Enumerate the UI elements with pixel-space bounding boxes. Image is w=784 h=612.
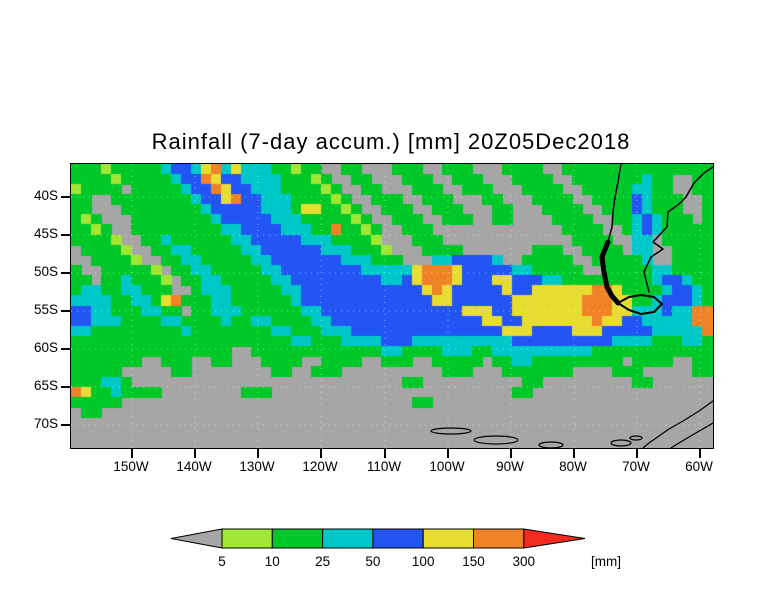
y-axis-label: 50S — [16, 264, 58, 279]
y-axis-tick — [61, 310, 70, 312]
colorbar-segment — [423, 529, 473, 548]
x-axis-label: 70W — [608, 459, 664, 474]
x-axis-label: 140W — [166, 459, 222, 474]
y-axis-tick — [61, 424, 70, 426]
island-outline — [431, 428, 471, 434]
colorbar-label: 25 — [315, 554, 330, 569]
x-axis-label: 130W — [229, 459, 285, 474]
island-outline — [630, 436, 642, 440]
x-axis-tick — [573, 449, 575, 458]
y-axis-label: 45S — [16, 226, 58, 241]
y-axis-tick — [61, 348, 70, 350]
rainfall-map-page: Rainfall (7-day accum.) [mm] 20Z05Dec201… — [0, 0, 784, 612]
y-axis-tick — [61, 196, 70, 198]
x-axis-label: 120W — [292, 459, 348, 474]
x-axis-label: 150W — [103, 459, 159, 474]
x-axis-tick — [320, 449, 322, 458]
antarctic-peninsula-inner-coastline — [671, 423, 713, 448]
x-axis-label: 80W — [545, 459, 601, 474]
colorbar-right-arrow — [524, 529, 585, 548]
island-outline — [539, 442, 563, 448]
x-axis-tick — [699, 449, 701, 458]
y-axis-tick — [61, 272, 70, 274]
x-axis-label: 100W — [419, 459, 475, 474]
colorbar-left-arrow — [171, 529, 222, 548]
x-axis-tick — [384, 449, 386, 458]
x-axis-tick — [636, 449, 638, 458]
colorbar-label: 10 — [265, 554, 280, 569]
x-axis-tick — [194, 449, 196, 458]
map-plot-area — [70, 163, 714, 449]
colorbar-label: 5 — [218, 554, 226, 569]
tierra-del-fuego-coastline — [618, 295, 662, 314]
colorbar-label: 100 — [412, 554, 435, 569]
y-axis-label: 40S — [16, 188, 58, 203]
colorbar: 5 10 25 50 100 150 300 [mm] — [160, 521, 640, 579]
colorbar-segment — [474, 529, 524, 548]
colorbar-segment — [323, 529, 373, 548]
y-axis-label: 55S — [16, 302, 58, 317]
colorbar-unit-label: [mm] — [591, 554, 621, 569]
colorbar-label: 150 — [462, 554, 485, 569]
colorbar-segment — [272, 529, 322, 548]
y-axis-tick — [61, 234, 70, 236]
chart-title: Rainfall (7-day accum.) [mm] 20Z05Dec201… — [70, 129, 712, 155]
x-axis-label: 60W — [671, 459, 727, 474]
x-axis-tick — [510, 449, 512, 458]
x-axis-tick — [257, 449, 259, 458]
y-axis-tick — [61, 386, 70, 388]
patagonia-fjords-coastline — [602, 242, 618, 303]
colorbar-segment — [373, 529, 423, 548]
y-axis-label: 70S — [16, 416, 58, 431]
south-america-east-coast-coastline — [644, 167, 713, 292]
y-axis-label: 65S — [16, 378, 58, 393]
map-overlay-svg — [71, 164, 713, 448]
colorbar-label: 50 — [365, 554, 380, 569]
y-axis-label: 60S — [16, 340, 58, 355]
x-axis-tick — [131, 449, 133, 458]
colorbar-label: 300 — [513, 554, 536, 569]
x-axis-tick — [447, 449, 449, 458]
x-axis-label: 110W — [356, 459, 412, 474]
x-axis-label: 90W — [482, 459, 538, 474]
colorbar-segment — [222, 529, 272, 548]
island-outline — [611, 440, 631, 446]
